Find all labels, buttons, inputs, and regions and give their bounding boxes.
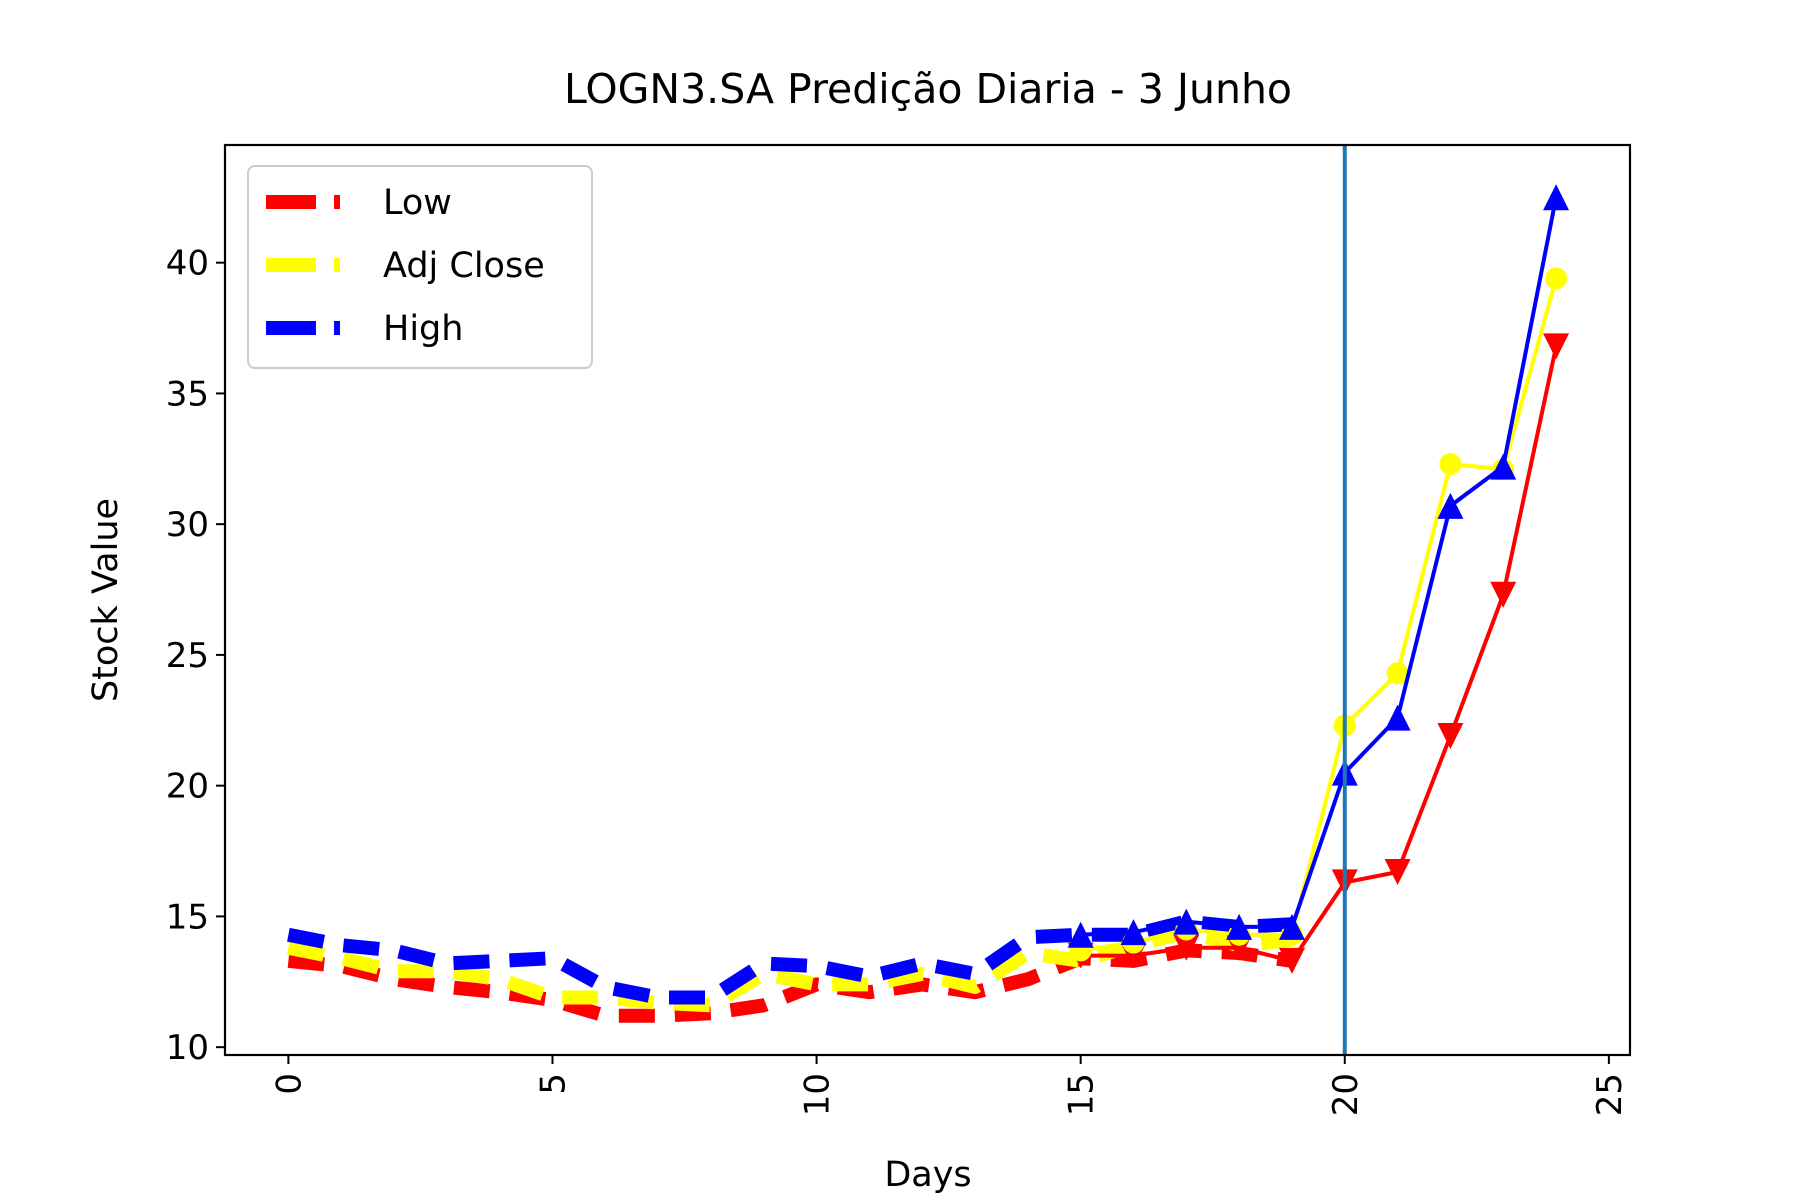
y-tick-label: 10 <box>166 1028 209 1068</box>
series-adj-close-point <box>1439 453 1462 476</box>
legend-box <box>247 165 593 369</box>
series-low-point <box>1278 947 1305 974</box>
series-low-point <box>1173 934 1200 961</box>
series-adj-close-point <box>1545 267 1568 290</box>
series-high-point <box>1173 908 1200 935</box>
x-tick-label: 20 <box>1326 1073 1366 1116</box>
chart-title: LOGN3.SA Predição Diaria - 3 Junho <box>564 65 1292 113</box>
x-tick-label: 0 <box>269 1073 309 1095</box>
x-tick-label: 10 <box>798 1073 838 1116</box>
y-tick-label: 25 <box>166 636 209 676</box>
series-high-point <box>1226 913 1253 940</box>
series-low-historical-line <box>287 943 1294 1023</box>
series-low-point <box>1384 858 1411 885</box>
x-tick-label: 25 <box>1590 1073 1630 1116</box>
y-axis: 10 15 20 25 30 35 40 <box>166 244 225 1068</box>
x-axis-label: Days <box>884 1155 971 1195</box>
series-high-point <box>1490 453 1517 480</box>
series-low-point <box>1437 722 1464 749</box>
series-adj-close-point <box>1386 662 1409 685</box>
legend: Low Adj Close High <box>247 165 593 369</box>
y-tick-label: 30 <box>166 505 209 545</box>
series-high-point <box>1437 492 1464 519</box>
x-axis: 0 5 10 15 20 25 <box>269 1055 1630 1116</box>
y-tick-label: 15 <box>166 897 209 937</box>
series-high-point <box>1278 913 1305 940</box>
series-high-forecast-line <box>1080 196 1559 937</box>
series-low-point <box>1543 333 1570 360</box>
series-low-forecast-line <box>1080 345 1559 963</box>
series-high-point <box>1067 921 1094 948</box>
series-high-point <box>1120 919 1147 946</box>
x-tick-label: 5 <box>533 1073 573 1095</box>
legend-label-adj-close: Adj Close <box>383 246 545 286</box>
y-tick-label: 40 <box>166 244 209 284</box>
legend-label-low: Low <box>383 183 452 223</box>
series-adj-close-forecast-line <box>1080 277 1559 953</box>
series-group <box>287 184 1570 1023</box>
y-tick-label: 35 <box>166 374 209 414</box>
series-high-point <box>1384 704 1411 731</box>
legend-label-high: High <box>383 309 463 349</box>
y-tick-label: 20 <box>166 767 209 807</box>
series-high-point <box>1543 184 1570 211</box>
plot-frame <box>223 143 1632 1057</box>
x-tick-label: 15 <box>1062 1073 1102 1116</box>
series-low-point <box>1490 581 1517 608</box>
y-axis-label: Stock Value <box>86 498 126 702</box>
series-high-historical-line <box>287 914 1293 1005</box>
